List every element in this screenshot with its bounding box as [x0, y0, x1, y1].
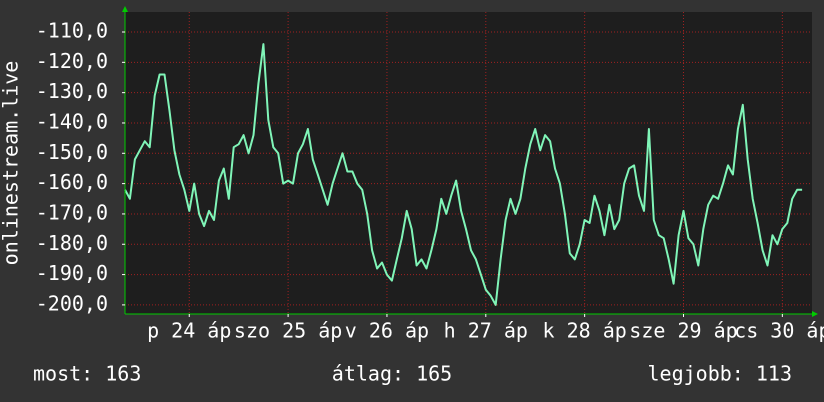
x-tick-label: p 24 áp [147, 319, 231, 343]
y-tick-label: -150,0 [36, 140, 108, 164]
x-tick-label: k 28 áp [542, 319, 626, 343]
footer-current: most: 163 [33, 362, 141, 386]
footer-best: legjobb: 113 [648, 362, 793, 386]
y-axis-label: onlinestream.live [0, 61, 23, 266]
y-tick-label: -160,0 [36, 170, 108, 194]
y-tick-label: -120,0 [36, 49, 108, 73]
y-tick-label: -200,0 [36, 291, 108, 315]
y-tick-label: -170,0 [36, 200, 108, 224]
x-axis-arrow [812, 311, 818, 317]
x-tick-label: szo 25 áp [234, 319, 342, 343]
x-tick-label: cs 30 áp [734, 319, 824, 343]
y-tick-label: -190,0 [36, 261, 108, 285]
plot-area [125, 12, 812, 314]
x-tick-label: h 27 áp [444, 319, 528, 343]
grid [125, 12, 812, 314]
y-tick-label: -110,0 [36, 19, 108, 43]
y-axis-arrow [122, 6, 128, 12]
data-line [124, 43, 803, 306]
y-tick-label: -180,0 [36, 231, 108, 255]
y-tick-label: -140,0 [36, 109, 108, 133]
y-tick-label: -130,0 [36, 79, 108, 103]
marks [124, 43, 803, 306]
x-tick-label: sze 29 áp [629, 319, 737, 343]
x-tick-label: v 26 áp [345, 319, 429, 343]
footer-average: átlag: 165 [332, 362, 452, 386]
